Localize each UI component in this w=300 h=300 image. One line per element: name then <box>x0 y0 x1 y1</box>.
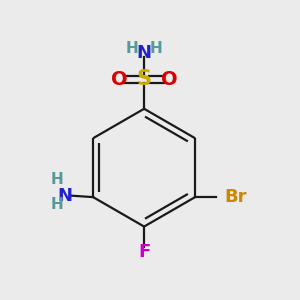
Text: O: O <box>161 70 178 89</box>
Text: O: O <box>111 70 128 89</box>
Text: S: S <box>136 69 152 89</box>
Text: H: H <box>50 197 63 212</box>
Text: F: F <box>138 243 150 261</box>
Text: H: H <box>50 172 63 187</box>
Text: H: H <box>126 40 139 56</box>
Text: N: N <box>136 44 152 62</box>
Text: H: H <box>149 40 162 56</box>
Text: Br: Br <box>225 188 247 206</box>
Text: N: N <box>58 187 73 205</box>
